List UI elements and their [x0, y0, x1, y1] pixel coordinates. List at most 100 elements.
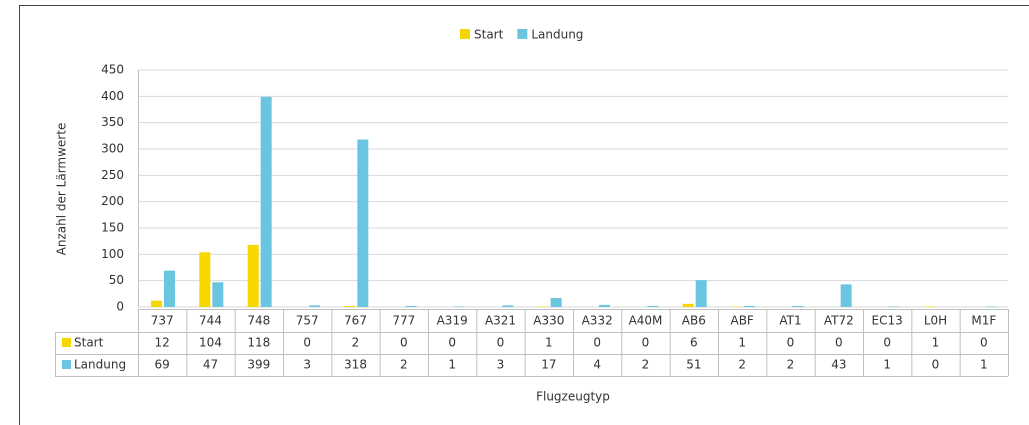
bar	[924, 306, 936, 307]
table-cell: 0	[787, 336, 795, 350]
legend-swatch	[517, 29, 528, 39]
bar	[682, 303, 694, 307]
bar	[260, 96, 272, 307]
table-cell: 2	[400, 358, 408, 372]
bar	[151, 300, 162, 307]
bar	[309, 305, 320, 307]
bar	[502, 305, 514, 307]
x-tick-label: AT1	[779, 314, 801, 328]
x-tick-label: A40M	[629, 314, 663, 328]
y-axis-title: Anzahl der Lärmwerte	[55, 123, 69, 256]
table-cell: 104	[199, 336, 222, 350]
table-cell: 1	[738, 336, 746, 350]
table-cell: 0	[593, 336, 601, 350]
table-cell: 1	[448, 358, 456, 372]
y-tick-label: 350	[101, 115, 124, 129]
table-cell: 69	[155, 358, 170, 372]
y-tick-label: 300	[101, 142, 124, 156]
bar	[247, 244, 259, 307]
bar	[550, 298, 562, 307]
y-tick-label: 450	[101, 63, 124, 77]
x-tick-label: AT72	[824, 314, 854, 328]
table-cell: 0	[448, 336, 456, 350]
table-cell: 47	[203, 358, 218, 372]
bar	[695, 280, 707, 307]
bar	[647, 305, 659, 307]
chart-frame	[19, 5, 1029, 425]
table-cell: 0	[303, 336, 311, 350]
bar	[344, 305, 356, 307]
x-tick-label: AB6	[682, 314, 706, 328]
table-cell: 3	[303, 358, 311, 372]
bar	[357, 139, 369, 307]
bar	[537, 306, 549, 307]
bar	[212, 282, 224, 307]
table-row-label: Landung	[74, 358, 126, 372]
bar	[731, 306, 742, 307]
x-tick-label: L0H	[924, 314, 947, 328]
bar	[792, 305, 804, 307]
bar	[454, 306, 465, 307]
x-tick-label: 748	[247, 314, 270, 328]
bar	[164, 270, 175, 307]
x-tick-label: 767	[344, 314, 367, 328]
table-cell: 0	[932, 358, 940, 372]
y-tick-label: 400	[101, 89, 124, 103]
bar	[405, 305, 417, 307]
y-tick-label: 250	[101, 168, 124, 182]
bar	[889, 306, 900, 307]
table-cell: 2	[642, 358, 650, 372]
table-cell: 1	[980, 358, 988, 372]
table-cell: 0	[980, 336, 988, 350]
table-cell: 43	[831, 358, 846, 372]
bar	[985, 306, 997, 307]
x-tick-label: 737	[151, 314, 174, 328]
table-cell: 17	[541, 358, 556, 372]
x-tick-label: A332	[582, 314, 613, 328]
x-tick-label: A319	[437, 314, 468, 328]
table-legend-swatch	[62, 360, 71, 369]
bar	[840, 284, 852, 307]
table-cell: 6	[690, 336, 698, 350]
x-tick-label: 744	[199, 314, 222, 328]
x-tick-label: 757	[296, 314, 319, 328]
legend-label: Landung	[531, 28, 583, 42]
x-tick-label: ABF	[730, 314, 753, 328]
table-cell: 399	[247, 358, 270, 372]
x-tick-label: M1F	[971, 314, 996, 328]
table-cell: 3	[497, 358, 505, 372]
x-tick-label: 777	[392, 314, 415, 328]
bar	[599, 304, 610, 307]
legend-swatch	[460, 29, 470, 39]
table-cell: 1	[932, 336, 940, 350]
x-tick-label: EC13	[872, 314, 903, 328]
table-cell: 1	[545, 336, 553, 350]
table-cell: 0	[497, 336, 505, 350]
table-row-label: Start	[74, 336, 104, 350]
table-cell: 12	[155, 336, 170, 350]
y-tick-label: 0	[116, 300, 124, 314]
table-cell: 0	[642, 336, 650, 350]
bar	[199, 252, 211, 307]
table-legend-swatch	[62, 338, 71, 347]
y-tick-label: 150	[101, 221, 124, 235]
bar	[744, 305, 755, 307]
y-tick-label: 50	[109, 273, 124, 287]
table-cell: 0	[835, 336, 843, 350]
table-cell: 118	[247, 336, 270, 350]
table-cell: 51	[686, 358, 701, 372]
legend-label: Start	[474, 28, 504, 42]
x-tick-label: A321	[485, 314, 516, 328]
y-tick-label: 200	[101, 194, 124, 208]
table-cell: 2	[738, 358, 746, 372]
table-cell: 2	[352, 336, 360, 350]
x-axis-title: Flugzeugtyp	[536, 390, 610, 404]
y-tick-label: 100	[101, 247, 124, 261]
table-cell: 318	[344, 358, 367, 372]
table-cell: 4	[593, 358, 601, 372]
table-cell: 2	[787, 358, 795, 372]
table-cell: 1	[883, 358, 891, 372]
table-cell: 0	[400, 336, 408, 350]
x-tick-label: A330	[533, 314, 564, 328]
